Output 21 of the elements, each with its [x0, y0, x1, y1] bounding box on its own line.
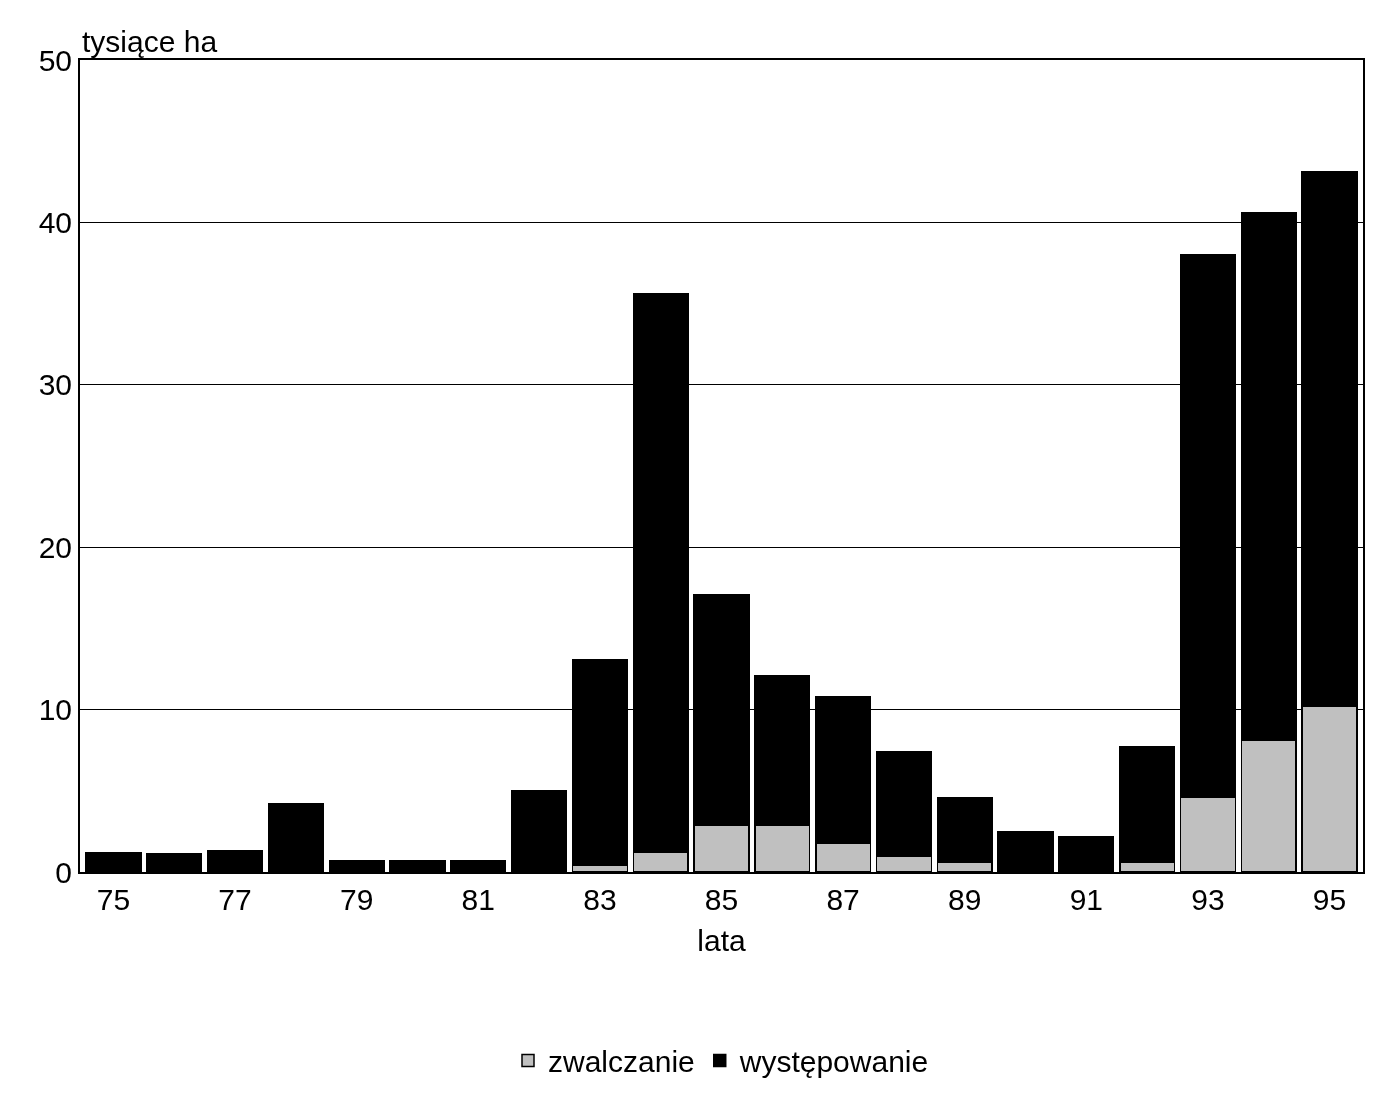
x-tick-label: 87 — [826, 883, 860, 916]
x-tick-label: 79 — [339, 883, 374, 916]
x-axis-title: lata — [697, 924, 746, 957]
y-tick-label: 10 — [38, 693, 72, 727]
x-tick-label: 91 — [1069, 883, 1104, 916]
y-axis-title: tysiące ha — [82, 25, 218, 58]
x-tick-label: 83 — [583, 883, 617, 916]
x-tick-label: 89 — [948, 883, 982, 916]
x-tick-label: 81 — [461, 883, 495, 916]
y-tick-label: 30 — [38, 368, 72, 402]
x-tick-label: 95 — [1312, 883, 1347, 916]
legend-label: zwalczanie — [548, 1045, 695, 1079]
y-tick-label: 20 — [38, 530, 72, 564]
x-tick-label: 75 — [96, 883, 131, 916]
y-tick-label: 50 — [38, 43, 72, 77]
x-tick-label: 77 — [218, 883, 252, 916]
y-tick-label: 40 — [38, 205, 72, 239]
x-tick-label: 93 — [1191, 883, 1225, 916]
x-tick-label: 85 — [704, 883, 739, 916]
legend-label: występowanie — [738, 1045, 929, 1079]
y-tick-label: 0 — [55, 855, 72, 889]
